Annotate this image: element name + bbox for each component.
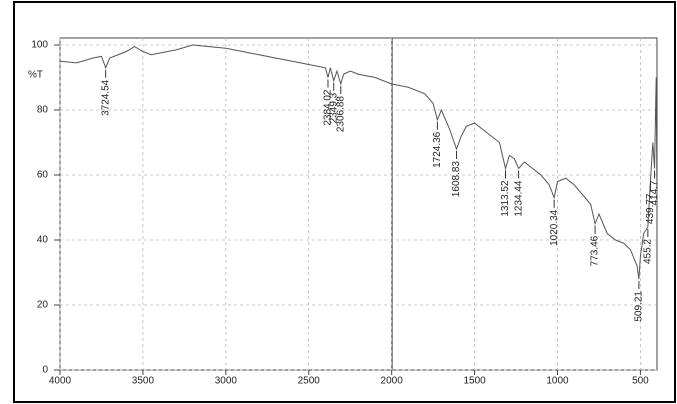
x-tick-label: 2500 xyxy=(298,376,321,387)
spectrum-line xyxy=(59,44,658,280)
y-tick-label: 80 xyxy=(37,105,49,116)
y-tick-label: 0 xyxy=(42,365,48,376)
peak-label: 1234.44 xyxy=(513,180,524,217)
x-tick-label: 2000 xyxy=(381,376,404,387)
peak-label: 3724.54 xyxy=(100,79,111,116)
peak-label: 1724.36 xyxy=(432,131,443,168)
x-tick-label: 1000 xyxy=(546,376,569,387)
y-tick-label: 20 xyxy=(37,300,49,311)
peak-label: 1608.83 xyxy=(451,161,462,198)
peak-label: 773.46 xyxy=(590,235,601,266)
peak-label: 414.7 xyxy=(649,180,660,205)
x-tick-label: 4000 xyxy=(49,376,72,387)
frame xyxy=(13,1,676,403)
peak-label: 455.2 xyxy=(642,239,653,264)
peak-label: 2384.02 xyxy=(323,89,334,126)
peak-label: 1020.34 xyxy=(549,209,560,246)
x-tick-label: 1500 xyxy=(463,376,486,387)
y-tick-label: 60 xyxy=(37,170,49,181)
y-tick-label: 40 xyxy=(37,235,49,246)
y-axis-label: %T xyxy=(28,70,43,81)
x-tick-label: 3500 xyxy=(132,376,155,387)
peak-label: 2349.3 xyxy=(328,92,339,123)
x-tick-label: 3000 xyxy=(215,376,238,387)
peak-label: 1313.52 xyxy=(500,180,511,217)
y-tick-label: 100 xyxy=(31,40,48,51)
peak-label: 509.21 xyxy=(634,291,645,322)
plot-area xyxy=(59,37,658,371)
x-tick-label: 500 xyxy=(632,376,649,387)
peak-label: 439.77 xyxy=(645,193,656,224)
peak-label: 2306.88 xyxy=(335,96,346,133)
